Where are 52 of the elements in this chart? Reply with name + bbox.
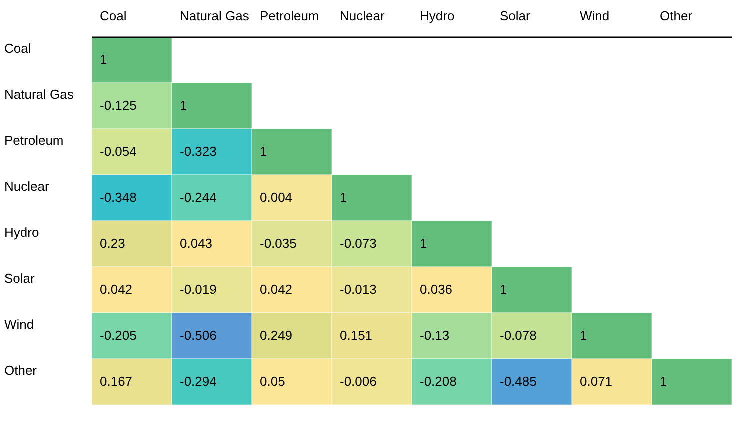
data-label: 0.23 — [100, 236, 126, 251]
data-label: 0.042 — [100, 282, 133, 297]
data-label: 1 — [660, 374, 668, 389]
x-tick-label: Coal — [100, 8, 127, 24]
data-label: -0.294 — [180, 374, 217, 389]
data-label: -0.035 — [260, 236, 297, 251]
data-label: -0.006 — [340, 374, 377, 389]
data-label: 0.167 — [100, 374, 133, 389]
data-label: 0.004 — [260, 190, 293, 205]
y-tick-label: Coal — [4, 41, 32, 56]
data-label: 1 — [180, 98, 188, 113]
data-label: -0.485 — [500, 374, 537, 389]
x-tick-label: Wind — [580, 8, 610, 24]
data-label: -0.506 — [180, 328, 217, 343]
x-tick-label: Natural Gas — [180, 8, 250, 24]
data-label: -0.054 — [100, 144, 137, 159]
x-tick-label: Petroleum — [260, 8, 320, 24]
data-label: -0.348 — [100, 190, 137, 205]
data-label: 0.071 — [580, 374, 613, 389]
data-label: 1 — [340, 190, 348, 205]
data-label: -0.125 — [100, 98, 137, 113]
data-label: 0.05 — [260, 374, 286, 389]
data-label: -0.244 — [180, 190, 217, 205]
data-label: 1 — [580, 328, 588, 343]
data-label: 1 — [260, 144, 268, 159]
data-label: -0.013 — [340, 282, 377, 297]
x-tick-label: Other — [660, 8, 694, 24]
y-tick-label: Other — [4, 363, 38, 378]
data-label: -0.205 — [100, 328, 137, 343]
data-label: 1 — [100, 52, 108, 67]
x-tick-label: Solar — [500, 8, 532, 24]
data-label: 1 — [420, 236, 428, 251]
y-tick-label: Natural Gas — [4, 87, 74, 102]
data-label: 0.042 — [260, 282, 293, 297]
data-label: 0.043 — [180, 236, 213, 251]
data-label: 0.151 — [340, 328, 373, 343]
data-label: -0.073 — [340, 236, 377, 251]
y-tick-label: Solar — [4, 271, 36, 286]
y-tick-label: Petroleum — [4, 133, 64, 148]
data-label: -0.208 — [420, 374, 457, 389]
y-tick-label: Nuclear — [4, 179, 50, 194]
x-tick-label: Nuclear — [340, 8, 386, 24]
data-label: 1 — [500, 282, 508, 297]
data-label: 0.036 — [420, 282, 453, 297]
data-label: 0.249 — [260, 328, 293, 343]
data-label: -0.078 — [500, 328, 537, 343]
data-label: -0.13 — [420, 328, 450, 343]
data-label: -0.323 — [180, 144, 217, 159]
y-tick-label: Wind — [4, 317, 34, 332]
x-tick-label: Hydro — [420, 8, 455, 24]
data-label: -0.019 — [180, 282, 217, 297]
y-tick-label: Hydro — [4, 225, 40, 240]
